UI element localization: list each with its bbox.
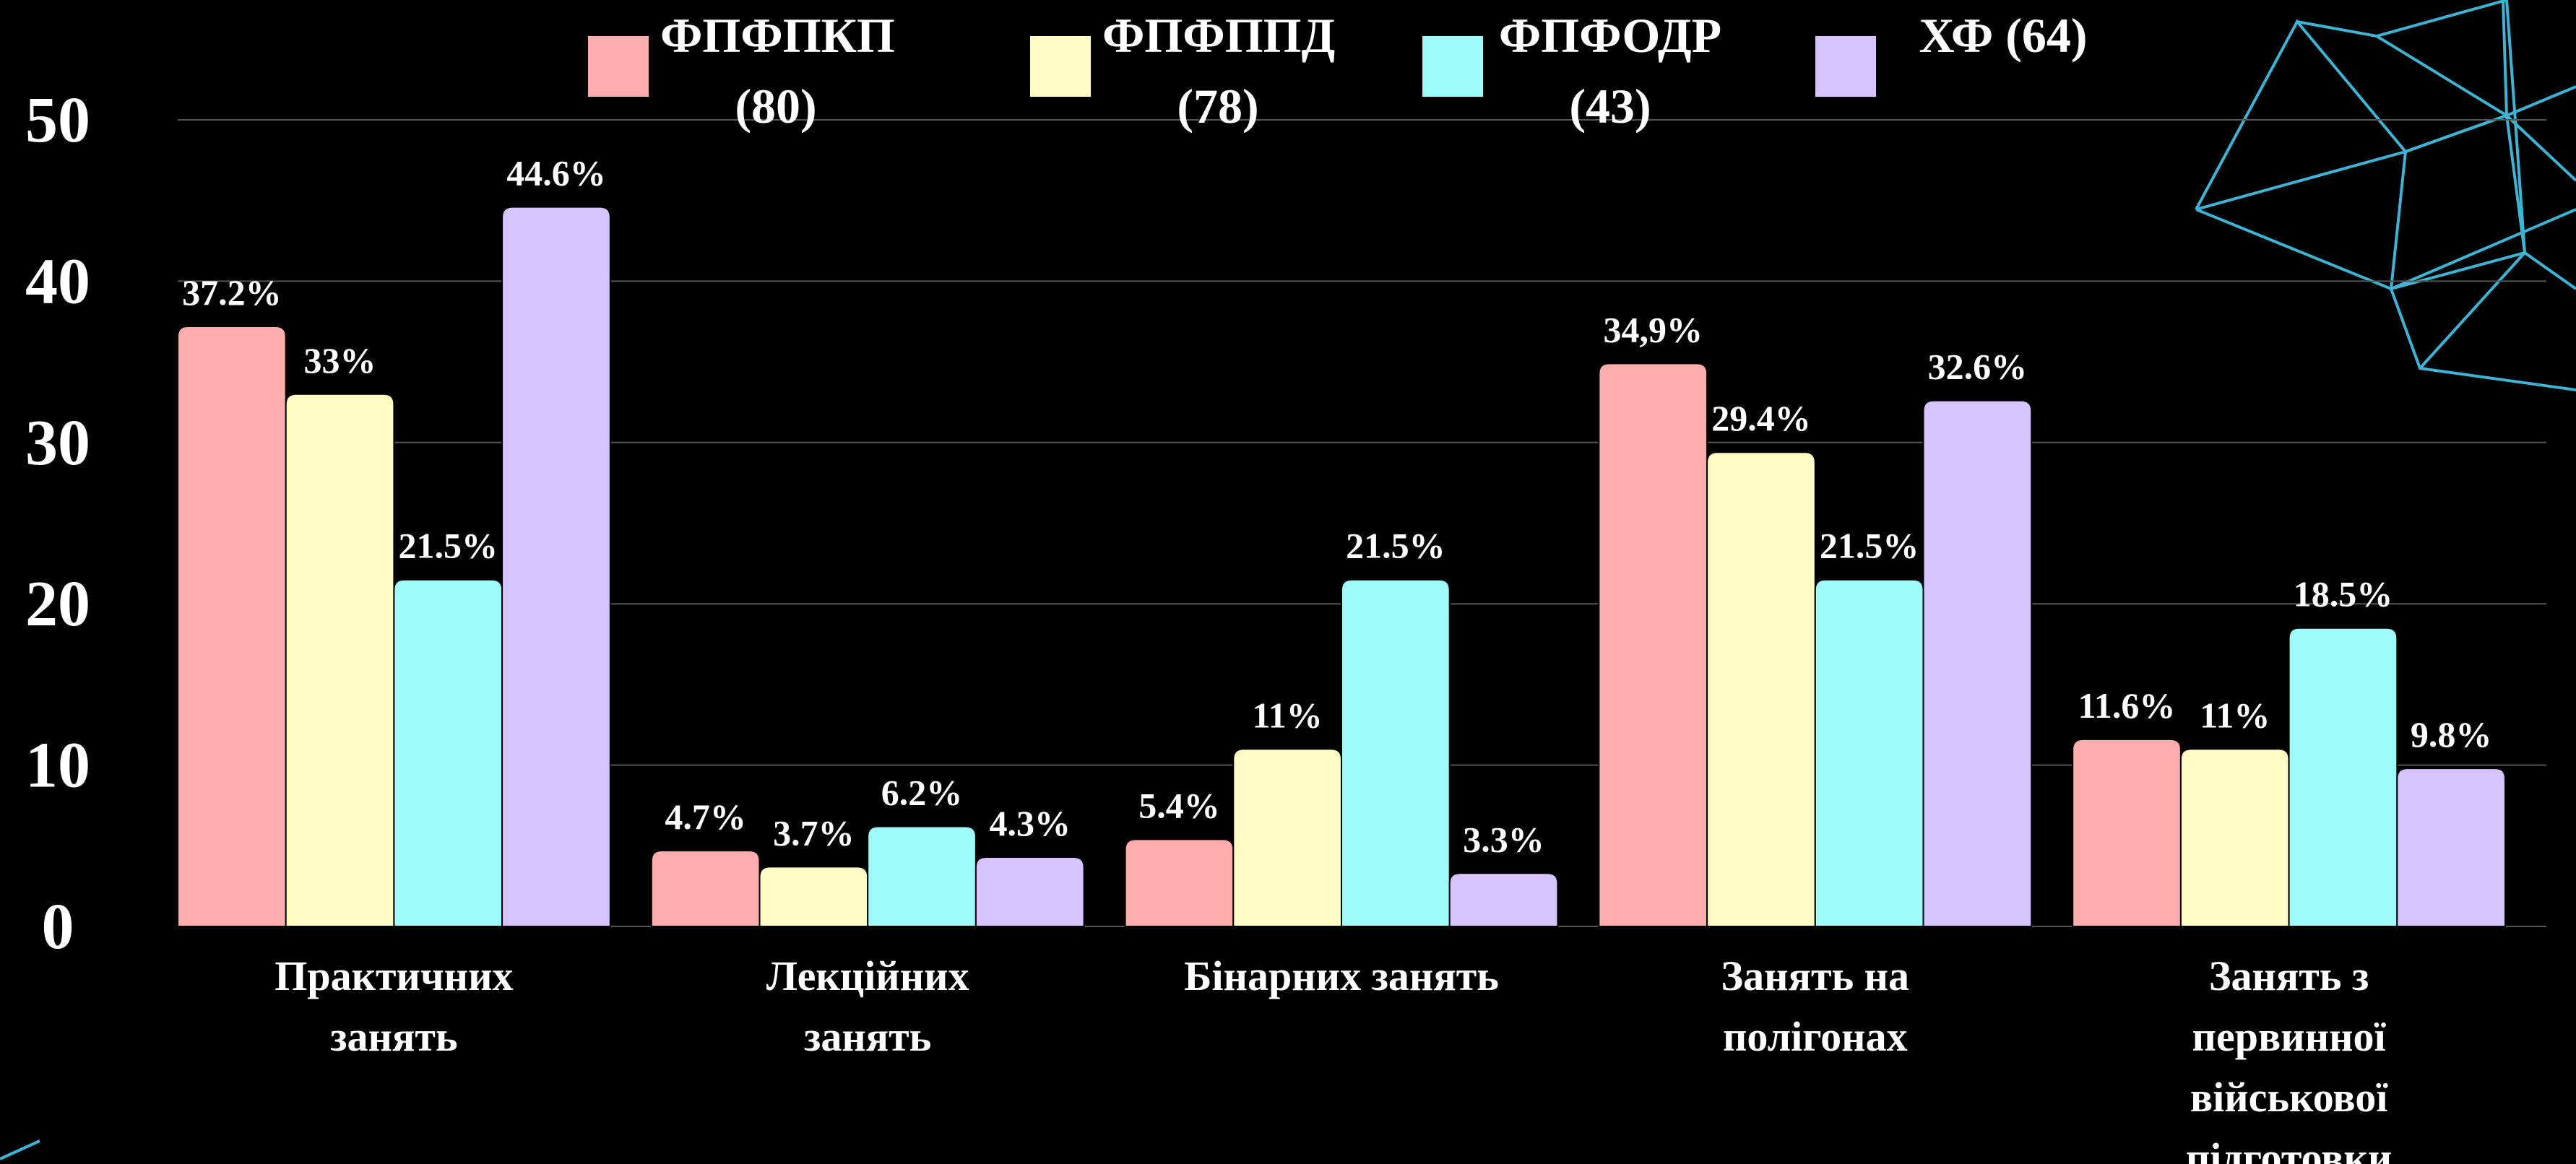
value-label: 32.6% — [1928, 347, 2028, 387]
bar — [867, 825, 977, 927]
value-label: 34,9% — [1604, 309, 1703, 349]
value-label: 21.5% — [399, 526, 498, 566]
bar — [1706, 451, 1816, 927]
value-label: 33% — [304, 340, 376, 381]
y-tick-label: 40 — [25, 246, 90, 317]
y-tick-label: 50 — [25, 84, 90, 156]
legend-item — [1815, 36, 1876, 97]
bar — [974, 856, 1085, 927]
legend-label: ФПФППД (78) — [1102, 8, 1336, 134]
value-label: 21.5% — [1820, 526, 1919, 566]
bar — [1598, 362, 1708, 927]
value-label: 11.6% — [2078, 685, 2176, 726]
bar — [1922, 399, 2033, 927]
value-label: 29.4% — [1711, 398, 1811, 438]
x-tick-label: Бінарних занять — [1184, 952, 1499, 999]
legend-label: ХФ (64) — [1919, 8, 2088, 63]
value-label: 4.3% — [990, 803, 1071, 843]
bar — [2179, 748, 2290, 927]
y-tick-label: 20 — [25, 568, 90, 640]
legend-label: ФПФПКП (80) — [660, 8, 895, 134]
value-label: 9.8% — [2411, 714, 2492, 755]
bar — [1341, 578, 1451, 927]
value-label: 5.4% — [1138, 785, 1220, 825]
legend-label: ФПФОДР (43) — [1498, 8, 1722, 134]
value-label: 18.5% — [2294, 574, 2393, 614]
legend-swatch — [588, 36, 649, 97]
bar — [501, 206, 611, 927]
value-label: 4.7% — [665, 796, 746, 837]
x-tick-label: Занять з первинної військової підготовки — [2185, 952, 2393, 1164]
value-label: 6.2% — [881, 772, 963, 812]
bar — [285, 393, 395, 927]
value-label: 21.5% — [1346, 526, 1445, 566]
bar — [2396, 768, 2506, 927]
legend-swatch — [1815, 36, 1876, 97]
legend-item — [1030, 36, 1091, 97]
bar — [177, 325, 287, 927]
legend-item — [588, 36, 649, 97]
legend-item — [1422, 36, 1483, 97]
bar — [1448, 872, 1559, 927]
bar — [2072, 738, 2182, 927]
y-tick-label: 30 — [25, 407, 90, 479]
bar — [1232, 748, 1342, 927]
bar — [1814, 578, 1924, 927]
bar — [758, 866, 869, 927]
y-tick-label: 10 — [25, 730, 90, 802]
bar — [650, 850, 761, 927]
value-label: 37.2% — [182, 272, 282, 313]
value-label: 3.3% — [1463, 819, 1544, 859]
x-tick-label: Практичних занять — [275, 952, 514, 1060]
x-tick-label: Лекційних занять — [766, 952, 969, 1060]
value-label: 44.6% — [506, 153, 606, 194]
bar — [393, 578, 503, 927]
bar — [2288, 627, 2398, 927]
value-label: 3.7% — [773, 812, 855, 853]
bar — [1124, 838, 1235, 927]
legend-swatch — [1422, 36, 1483, 97]
value-label: 11% — [1253, 695, 1323, 735]
x-tick-label: Занять на полігонах — [1721, 952, 1910, 1060]
legend-swatch — [1030, 36, 1091, 97]
value-label: 11% — [2200, 695, 2270, 735]
y-tick-label: 0 — [42, 891, 74, 963]
